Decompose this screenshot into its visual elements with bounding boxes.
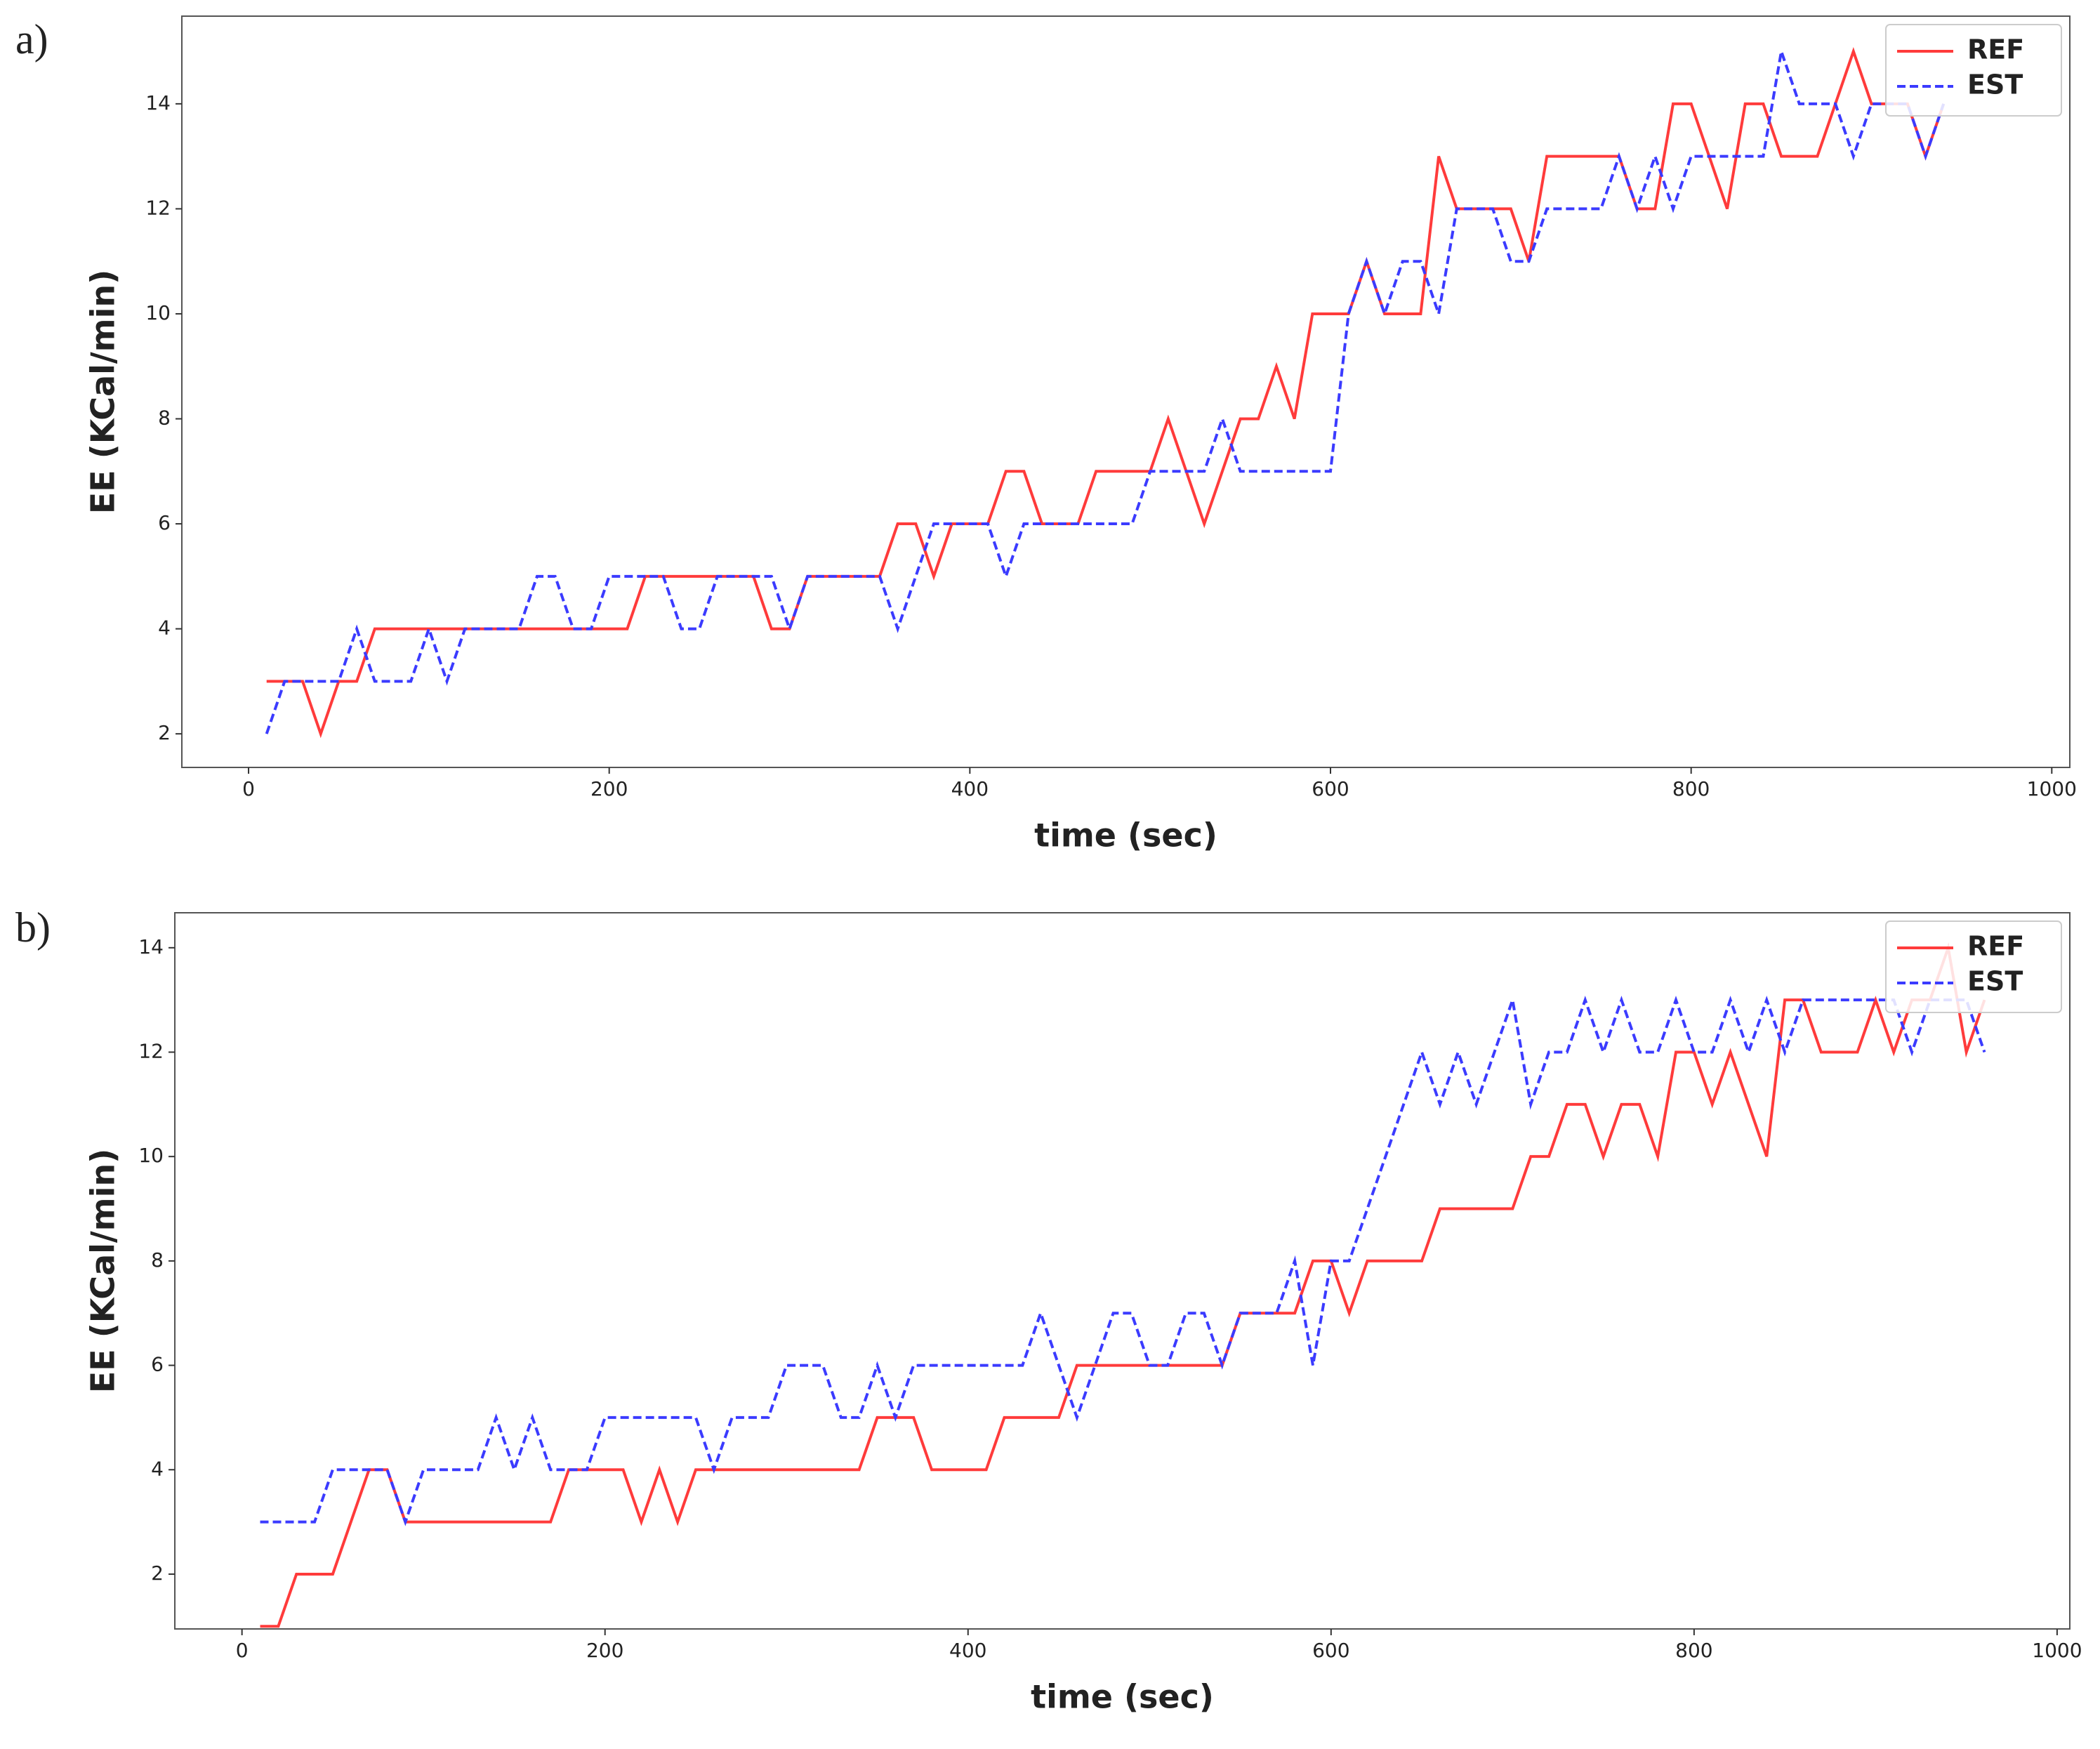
series-line	[266, 46, 1946, 739]
legend-label: REF	[1967, 931, 2024, 962]
series-line	[260, 994, 1986, 1526]
y-tick-label: 12	[138, 1039, 164, 1062]
legend-label: EST	[1967, 70, 2023, 100]
y-tick-label: 14	[138, 935, 164, 958]
plot-frame	[181, 15, 2071, 768]
y-tick-label: 2	[158, 721, 171, 744]
x-tick-label: 400	[949, 1639, 986, 1662]
y-tick-label: 6	[158, 511, 171, 534]
x-tick-label: 600	[1312, 1639, 1349, 1662]
x-axis-label: time (sec)	[1034, 817, 1217, 854]
x-tick-label: 0	[236, 1639, 249, 1662]
plot-frame	[174, 912, 2071, 1630]
y-tick-label: 14	[145, 91, 171, 114]
series-line	[265, 51, 1946, 734]
series-line	[260, 942, 1986, 1628]
y-tick-label: 12	[145, 196, 171, 219]
y-tick-label: 4	[151, 1457, 164, 1480]
y-axis-label: EE (KCal/min)	[84, 1149, 122, 1393]
y-tick-label: 2	[151, 1562, 164, 1585]
panel-label: a)	[15, 16, 48, 62]
x-axis-label: time (sec)	[1031, 1678, 1214, 1716]
y-tick-label: 10	[145, 301, 171, 324]
legend-box	[1885, 24, 2062, 117]
y-tick-label: 6	[151, 1353, 164, 1376]
x-tick-label: 1000	[2027, 777, 2077, 800]
panel-label: b)	[15, 904, 51, 951]
x-tick-label: 800	[1672, 777, 1710, 800]
legend-label: REF	[1967, 34, 2024, 65]
x-tick-label: 200	[590, 777, 628, 800]
x-tick-label: 800	[1675, 1639, 1712, 1662]
legend-box	[1885, 920, 2062, 1013]
x-tick-label: 400	[951, 777, 989, 800]
x-tick-label: 0	[242, 777, 255, 800]
x-tick-label: 200	[586, 1639, 623, 1662]
x-tick-label: 600	[1312, 777, 1349, 800]
y-tick-label: 8	[158, 407, 171, 430]
y-tick-label: 8	[151, 1248, 164, 1272]
x-tick-label: 1000	[2032, 1639, 2082, 1662]
legend-label: EST	[1967, 966, 2023, 997]
y-tick-label: 10	[138, 1144, 164, 1167]
y-axis-label: EE (KCal/min)	[84, 270, 122, 514]
y-tick-label: 4	[158, 616, 171, 640]
